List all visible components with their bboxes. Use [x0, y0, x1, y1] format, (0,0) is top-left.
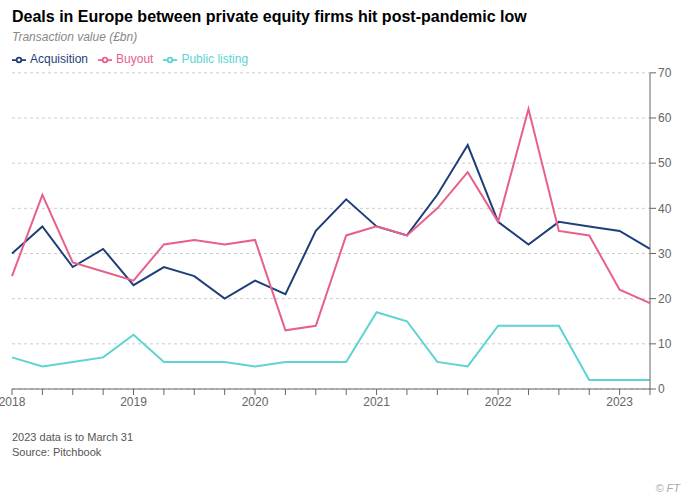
- html-text:Transaction value (£bn): Transaction value (£bn): [12, 30, 138, 44]
- svg-text:2023: 2023: [606, 395, 633, 409]
- svg-text:50: 50: [658, 156, 672, 170]
- svg-text:70: 70: [658, 66, 672, 80]
- html-text:Deals in Europe between privat: Deals in Europe between private equity f…: [12, 8, 527, 25]
- svg-text:60: 60: [658, 111, 672, 125]
- svg-text:2021: 2021: [363, 395, 390, 409]
- svg-text:0: 0: [658, 382, 665, 396]
- html-text:2023 data is to March 31: 2023 data is to March 31: [12, 431, 134, 443]
- svg-text:40: 40: [658, 202, 672, 216]
- html-text:Source: Pitchbook: Source: Pitchbook: [12, 446, 102, 458]
- svg-text:2020: 2020: [242, 395, 269, 409]
- html-text:© FT: © FT: [655, 482, 680, 494]
- svg-text:2019: 2019: [120, 395, 147, 409]
- svg-text:2018: 2018: [8, 395, 26, 409]
- svg-text:30: 30: [658, 247, 672, 261]
- svg-text:20: 20: [658, 292, 672, 306]
- html-text:Acquisition: Acquisition: [30, 52, 88, 66]
- html-text:Buyout: Buyout: [116, 52, 154, 66]
- html-text:Public listing: Public listing: [181, 52, 249, 66]
- svg-text:10: 10: [658, 337, 672, 351]
- svg-text:2022: 2022: [485, 395, 512, 409]
